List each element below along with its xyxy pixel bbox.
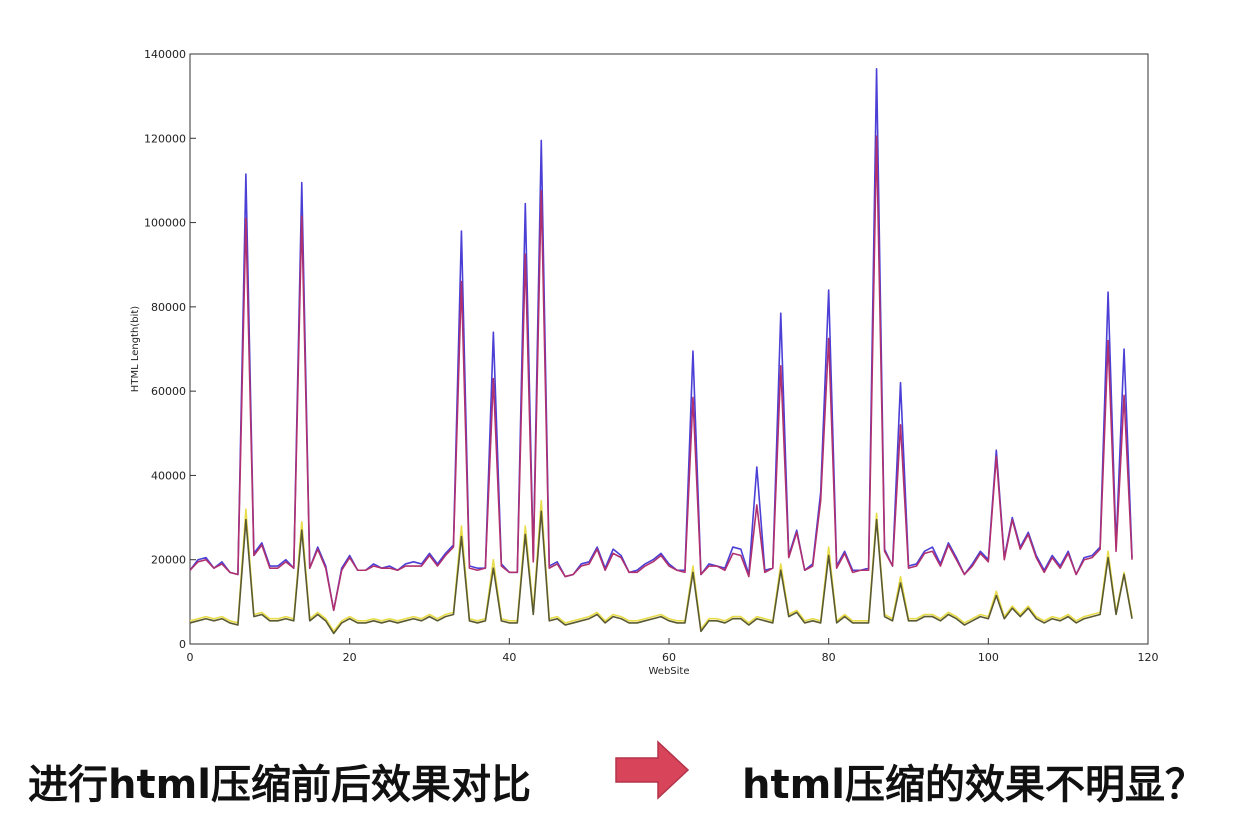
y-tick-label: 40000 xyxy=(151,469,186,482)
caption-before-after: 进行html压缩前后效果对比 xyxy=(28,762,531,808)
x-tick-label: 80 xyxy=(822,651,836,664)
x-axis-ticks: 0 20 40 60 80 100 120 xyxy=(187,638,1159,664)
series-line-0 xyxy=(189,67,1133,612)
y-tick-label: 120000 xyxy=(144,132,186,145)
series-line-2 xyxy=(189,499,1133,633)
x-tick-label: 20 xyxy=(343,651,357,664)
y-axis-ticks: 0 20000 40000 60000 80000 100000 120000 140000 xyxy=(144,48,196,651)
x-axis-label: WebSite xyxy=(648,666,689,677)
right-arrow-icon xyxy=(615,740,690,800)
series-line-3 xyxy=(189,510,1133,635)
y-tick-label: 100000 xyxy=(144,217,186,230)
x-tick-label: 60 xyxy=(662,651,676,664)
series-line-1 xyxy=(189,135,1133,612)
x-tick-label: 100 xyxy=(978,651,999,664)
plot-frame xyxy=(189,53,1149,645)
x-tick-label: 40 xyxy=(502,651,516,664)
y-tick-label: 80000 xyxy=(151,301,186,314)
y-tick-label: 140000 xyxy=(144,48,186,61)
series-layer xyxy=(189,67,1133,635)
y-axis-label: HTML Length(bit) xyxy=(130,306,141,392)
y-tick-label: 60000 xyxy=(151,385,186,398)
y-tick-label: 20000 xyxy=(151,554,186,567)
caption-conclusion: html压缩的效果不明显？ xyxy=(742,762,1205,808)
line-chart: 0 20 40 60 80 100 120 0 20000 40000 60000 80000 100… xyxy=(130,48,1159,677)
y-tick-label: 0 xyxy=(179,638,186,651)
x-tick-label: 120 xyxy=(1138,651,1159,664)
x-tick-label: 0 xyxy=(187,651,194,664)
